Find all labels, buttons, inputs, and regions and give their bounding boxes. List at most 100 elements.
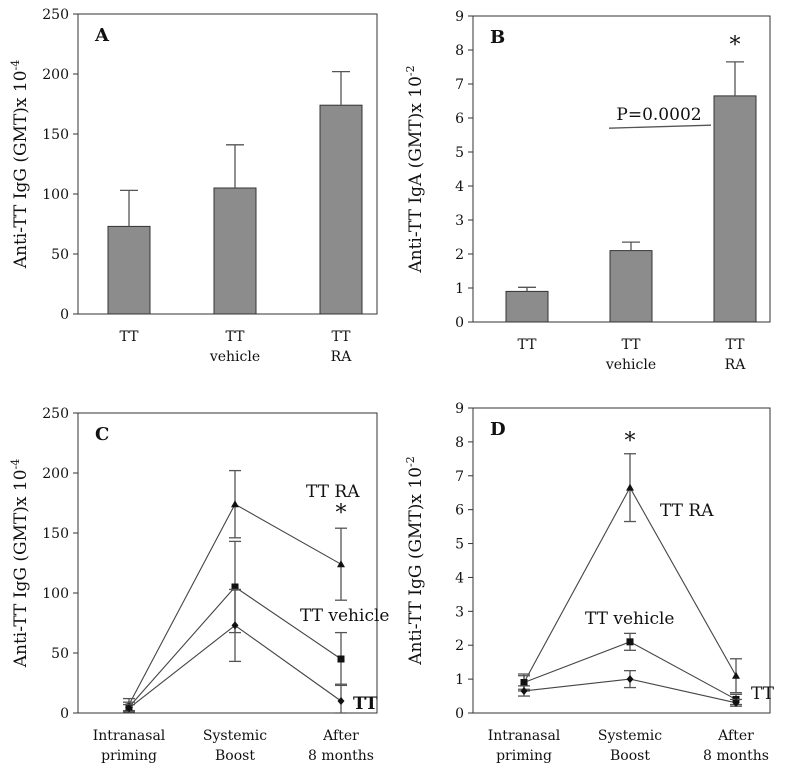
y-tick-label: 200 (42, 67, 69, 83)
y-tick-label: 250 (42, 7, 69, 23)
x-category-label: RA (725, 357, 747, 373)
y-tick-label: 9 (455, 401, 464, 417)
panel-B: 0 1 2 3 4 5 6 7 8 9 Anti-TT IgA (GMT)x 10-2 B TT TT ve… (404, 9, 771, 373)
point-triangle (732, 671, 740, 679)
significance-star: * (336, 501, 347, 526)
x-category-label: RA (331, 349, 353, 365)
y-tick-label: 100 (42, 586, 69, 602)
significance-star: * (730, 33, 741, 58)
y-tick-label: 5 (455, 145, 464, 161)
y-tick-label: 9 (455, 9, 464, 25)
y-tick-label: 4 (455, 179, 464, 195)
bar (213, 187, 257, 315)
y-axis-label: Anti-TT IgG (GMT)x 10-4 (9, 459, 31, 669)
x-category-label: TT (332, 329, 352, 345)
x-category-label: vehicle (605, 357, 656, 373)
x-category-label: Intranasal (488, 728, 561, 744)
y-tick-label: 3 (455, 213, 464, 229)
point-diamond (337, 697, 345, 705)
p-value-annotation: P=0.0002 (616, 105, 701, 125)
y-tick-label: 0 (60, 307, 69, 323)
x-category-label: 8 months (703, 748, 769, 764)
y-tick-label: 7 (455, 77, 464, 93)
plot-frame-D (472, 407, 771, 714)
y-tick-label: 150 (42, 127, 69, 143)
panel-C: 0 50 100 150 200 250 Anti-TT IgG (GMT)x 10-4 C I… (9, 406, 389, 764)
x-category-label: vehicle (209, 349, 260, 365)
p-value-line (608, 124, 712, 129)
x-category-label: priming (496, 748, 552, 764)
x-category-label: Systemic (203, 728, 267, 744)
bar (609, 250, 653, 323)
y-tick-label: 2 (455, 247, 464, 263)
y-axis-label: Anti-TT IgA (GMT)x 10-2 (404, 65, 426, 273)
y-tick-label: 8 (455, 43, 464, 59)
point-triangle (337, 560, 345, 568)
panel-A: 0 50 100 150 200 250 Anti-TT IgG (GMT)x 10-4 A T… (9, 7, 378, 365)
y-tick-label: 150 (42, 526, 69, 542)
y-tick-label: 100 (42, 187, 69, 203)
plot-frame-C (77, 412, 378, 714)
point-square (231, 583, 239, 591)
series-label: TT (751, 684, 775, 704)
series-label: TT RA (660, 501, 714, 521)
x-category-label: priming (101, 748, 157, 764)
x-category-label: TT (622, 337, 642, 353)
y-axis-label: Anti-TT IgG (GMT)x 10-2 (404, 456, 426, 666)
y-tick-label: 7 (455, 469, 464, 485)
x-category-label: Systemic (598, 728, 662, 744)
y-tick-label: 0 (455, 315, 464, 331)
point-diamond (125, 704, 133, 713)
bar (713, 95, 757, 323)
x-category-label: TT (120, 329, 140, 345)
y-tick-label: 200 (42, 466, 69, 482)
x-category-label: After (322, 728, 359, 744)
y-tick-label: 50 (51, 247, 69, 263)
panel-D: 0 1 2 3 4 5 6 7 8 9 Anti-TT IgG (GMT)x 10-2 D Intran… (404, 401, 775, 764)
y-tick-label: 6 (455, 111, 464, 127)
y-tick-label: 1 (455, 281, 464, 297)
y-tick-label: 0 (60, 706, 69, 722)
panel-label: D (490, 419, 506, 440)
x-category-label: 8 months (308, 748, 374, 764)
point-diamond (626, 675, 634, 684)
panel-label: A (94, 25, 110, 46)
bar (505, 290, 549, 323)
series-label: TT vehicle (585, 609, 674, 629)
x-category-label: TT (518, 337, 538, 353)
y-axis-label: Anti-TT IgG (GMT)x 10-4 (9, 60, 31, 270)
point-triangle (626, 483, 634, 491)
x-category-label: TT (726, 337, 746, 353)
point-square (337, 655, 345, 663)
y-tick-label: 8 (455, 435, 464, 451)
panel-label: C (95, 424, 109, 445)
y-tick-label: 1 (455, 672, 464, 688)
x-category-label: Boost (610, 748, 650, 764)
y-tick-label: 6 (455, 503, 464, 519)
panel-label: B (490, 27, 505, 48)
series-label: TT vehicle (300, 606, 389, 626)
significance-star: * (625, 429, 636, 454)
y-tick-label: 2 (455, 638, 464, 654)
point-diamond (732, 698, 740, 707)
y-tick-label: 0 (455, 706, 464, 722)
point-square (626, 638, 634, 646)
x-category-label: After (717, 728, 754, 744)
series-label: TT RA (306, 482, 360, 502)
bar (107, 225, 151, 315)
bar (319, 104, 363, 315)
x-category-label: Boost (215, 748, 255, 764)
y-tick-label: 50 (51, 646, 69, 662)
point-square (520, 679, 528, 686)
x-category-label: TT (226, 329, 246, 345)
y-tick-label: 5 (455, 537, 464, 553)
point-diamond (231, 621, 239, 630)
point-diamond (520, 686, 528, 695)
x-category-label: Intranasal (93, 728, 166, 744)
y-tick-label: 250 (42, 406, 69, 422)
point-triangle (231, 500, 239, 508)
y-tick-label: 4 (455, 570, 464, 586)
y-tick-label: 3 (455, 604, 464, 620)
series-label: TT (353, 694, 378, 714)
